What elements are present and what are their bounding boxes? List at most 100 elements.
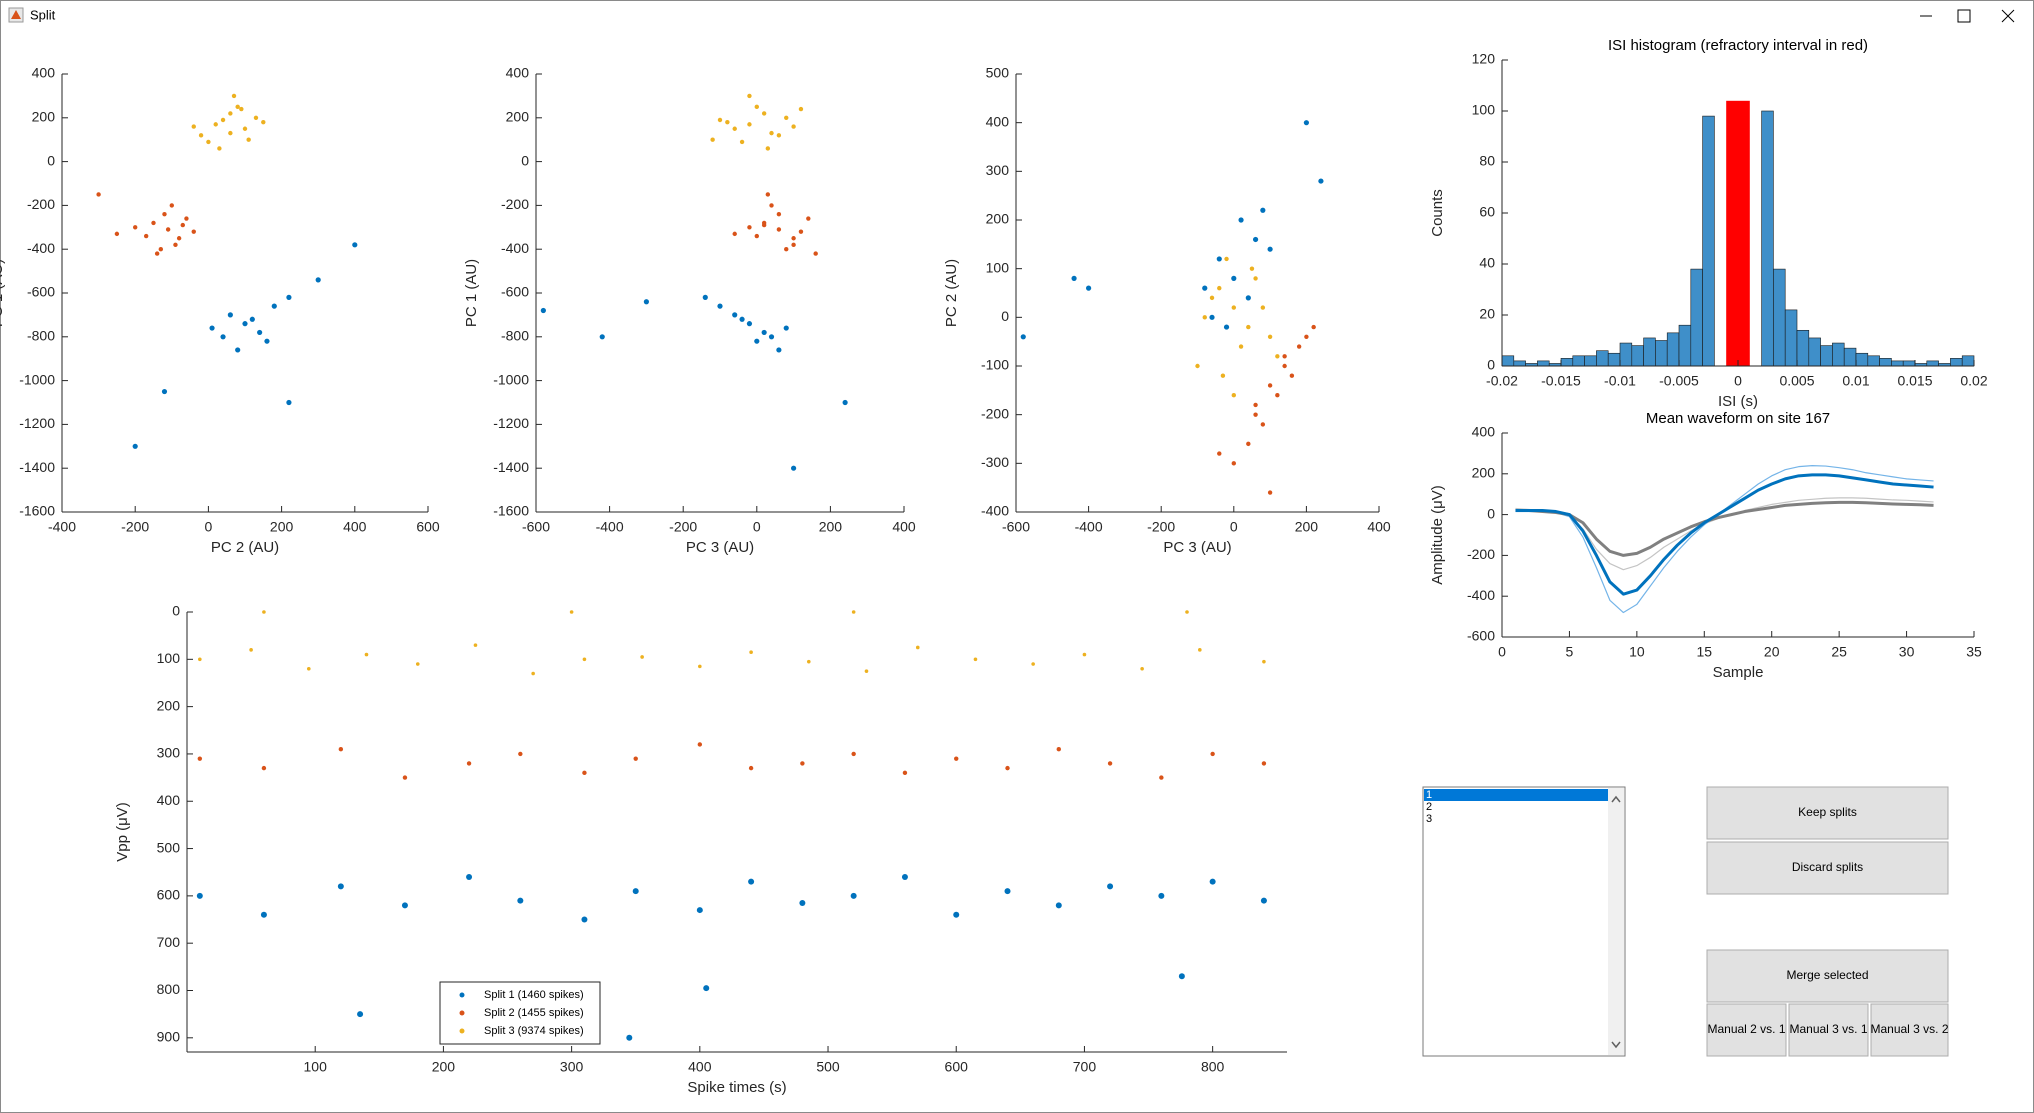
data-point xyxy=(697,742,703,747)
data-point xyxy=(1275,393,1280,398)
data-point xyxy=(257,329,263,336)
data-point xyxy=(1210,751,1215,757)
legend-label: Split 3 (9374 spikes) xyxy=(484,1025,584,1037)
button[interactable]: Merge selected xyxy=(1706,949,1949,1003)
data-point xyxy=(466,761,472,766)
x-tick-label: 600 xyxy=(416,519,440,535)
legend-label: Split 1 (1460 spikes) xyxy=(484,989,584,1001)
button-label[interactable]: Manual 3 vs. 1 xyxy=(1789,1022,1867,1036)
data-point xyxy=(161,388,168,395)
data-point xyxy=(1107,883,1114,890)
x-tick-label: -200 xyxy=(1147,519,1175,535)
x-axis-label: Sample xyxy=(1713,664,1764,681)
y-tick-label: -400 xyxy=(501,240,529,256)
data-point xyxy=(1253,276,1258,281)
x-tick-label: 0 xyxy=(1734,373,1742,389)
button[interactable]: Manual 2 vs. 1 xyxy=(1706,1003,1787,1057)
button-face[interactable] xyxy=(1706,841,1949,895)
data-point xyxy=(306,666,311,671)
button-label[interactable]: Manual 2 vs. 1 xyxy=(1707,1022,1785,1036)
data-point xyxy=(1158,892,1165,899)
histogram-bar xyxy=(1655,340,1668,367)
scrollbar[interactable] xyxy=(1608,788,1624,1055)
listbox-item[interactable]: 3 xyxy=(1426,813,1432,825)
button-label[interactable]: Manual 3 vs. 2 xyxy=(1870,1022,1948,1036)
data-point xyxy=(173,242,178,248)
button-face[interactable] xyxy=(1706,786,1949,840)
x-tick-label: 400 xyxy=(343,519,367,535)
data-point xyxy=(235,104,240,110)
y-tick-label: 80 xyxy=(1479,153,1495,169)
button[interactable]: Manual 3 vs. 2 xyxy=(1870,1003,1949,1057)
scroll-up-arrow[interactable] xyxy=(1611,795,1621,803)
y-axis-label: Counts xyxy=(1429,189,1446,237)
y-tick-label: 40 xyxy=(1479,255,1495,271)
y-tick-label: -200 xyxy=(501,196,529,212)
y-tick-label: -600 xyxy=(27,284,55,300)
button-label[interactable]: Keep splits xyxy=(1798,805,1857,819)
data-point xyxy=(1267,383,1273,388)
data-point xyxy=(114,231,120,237)
button[interactable]: Discard splits xyxy=(1706,841,1949,895)
button-face[interactable] xyxy=(1706,949,1949,1003)
data-point xyxy=(1004,888,1011,895)
x-tick-label: -0.02 xyxy=(1486,373,1518,389)
data-point xyxy=(154,251,160,256)
button-face[interactable] xyxy=(1788,1003,1869,1057)
y-tick-label: -400 xyxy=(981,503,1009,519)
data-point xyxy=(791,242,796,248)
data-point xyxy=(337,883,344,890)
data-point xyxy=(1217,451,1222,456)
histogram-bar xyxy=(1832,342,1845,367)
data-point xyxy=(217,146,222,151)
x-tick-label: -400 xyxy=(48,519,76,535)
chart-title: Mean waveform on site 167 xyxy=(1646,410,1830,427)
data-point xyxy=(239,106,244,112)
data-point xyxy=(540,307,546,314)
data-point xyxy=(196,892,203,899)
maximize-button[interactable] xyxy=(1957,9,1971,23)
data-point xyxy=(1289,373,1295,378)
button[interactable]: Manual 3 vs. 1 xyxy=(1788,1003,1869,1057)
data-point xyxy=(1216,256,1222,262)
histogram-bar xyxy=(1596,350,1609,367)
data-point xyxy=(1217,285,1222,291)
scroll-down-arrow[interactable] xyxy=(1611,1041,1621,1049)
data-point xyxy=(473,643,478,647)
data-point xyxy=(754,233,759,239)
data-point xyxy=(1195,363,1200,369)
split-listbox[interactable]: 123 xyxy=(1422,786,1626,1057)
histogram-bar xyxy=(1666,332,1680,367)
data-point xyxy=(1262,659,1266,664)
data-point xyxy=(850,892,857,899)
y-tick-label: -1600 xyxy=(19,503,55,519)
window-title: Split xyxy=(30,7,56,22)
data-point xyxy=(739,316,745,322)
close-button[interactable] xyxy=(2001,9,2015,23)
data-point xyxy=(1304,334,1309,339)
data-point xyxy=(791,465,797,471)
y-tick-label: -200 xyxy=(1467,546,1495,562)
x-tick-label: 800 xyxy=(1201,1059,1225,1075)
x-tick-label: 0 xyxy=(1230,519,1238,535)
x-tick-label: 10 xyxy=(1629,644,1645,660)
button[interactable]: Keep splits xyxy=(1706,786,1949,840)
x-tick-label: 35 xyxy=(1966,644,1982,660)
button-face[interactable] xyxy=(1870,1003,1949,1057)
y-tick-label: -1200 xyxy=(493,415,529,431)
button-label[interactable]: Merge selected xyxy=(1786,968,1868,982)
histogram-bar xyxy=(1690,268,1703,367)
app-icon-glyph xyxy=(11,10,21,19)
button-label[interactable]: Discard splits xyxy=(1792,860,1863,874)
data-point xyxy=(732,126,737,131)
x-tick-label: -200 xyxy=(669,519,697,535)
listbox-item[interactable]: 2 xyxy=(1426,801,1432,813)
data-point xyxy=(761,222,767,228)
histogram-bar xyxy=(1678,324,1692,367)
listbox-item[interactable]: 1 xyxy=(1426,789,1432,801)
data-point xyxy=(1267,246,1273,252)
y-tick-label: 0 xyxy=(1001,308,1009,324)
histogram-bar xyxy=(1631,345,1644,367)
button-face[interactable] xyxy=(1706,1003,1787,1057)
data-point xyxy=(198,657,202,662)
